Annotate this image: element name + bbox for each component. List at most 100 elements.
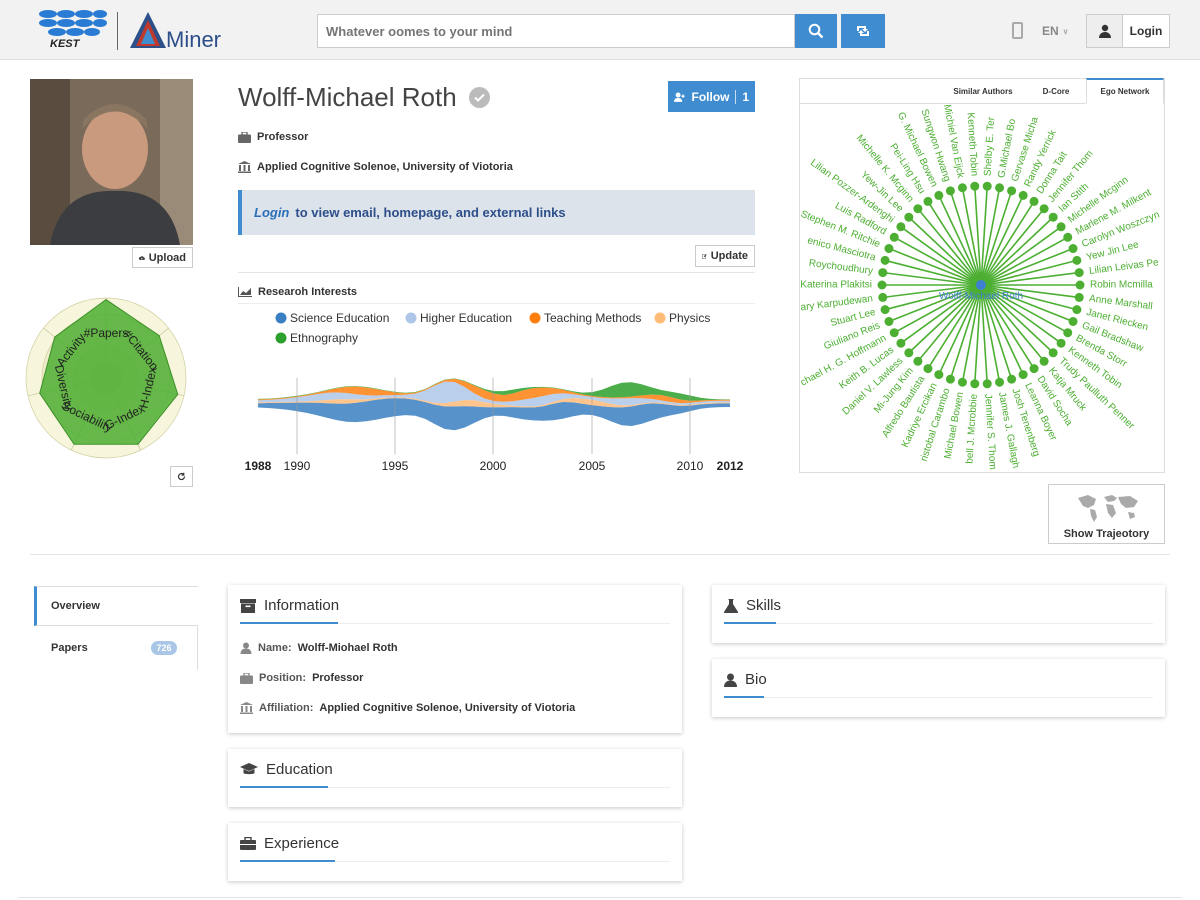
network-node[interactable] xyxy=(904,348,914,358)
network-node[interactable] xyxy=(1029,364,1039,374)
network-node[interactable] xyxy=(1072,255,1082,265)
network-node[interactable] xyxy=(934,370,944,380)
network-node[interactable] xyxy=(880,255,890,265)
network-node[interactable] xyxy=(913,204,923,214)
follow-button[interactable]: Follow 1 xyxy=(668,81,755,112)
network-node[interactable] xyxy=(1018,190,1028,200)
login-group[interactable]: Login xyxy=(1086,14,1170,48)
network-node[interactable] xyxy=(995,183,1005,193)
network-node[interactable] xyxy=(1029,196,1039,206)
network-node[interactable] xyxy=(1074,268,1084,278)
network-node[interactable] xyxy=(995,377,1005,387)
network-center-node[interactable] xyxy=(976,280,986,290)
legend-label: Ethnography xyxy=(290,331,358,345)
network-node[interactable] xyxy=(957,183,967,193)
network-node[interactable] xyxy=(982,379,992,389)
research-interests-rule xyxy=(238,303,755,304)
refresh-radar-button[interactable] xyxy=(170,466,193,487)
network-edge xyxy=(884,284,982,311)
login-link[interactable]: Login xyxy=(254,205,290,220)
kest-logo[interactable]: KEST xyxy=(36,8,108,52)
language-select[interactable]: EN ∨ xyxy=(1042,24,1069,38)
network-node[interactable] xyxy=(923,364,933,374)
show-trajectory-label: Show Trajeotory xyxy=(1063,528,1150,540)
tab-d-core[interactable]: D-Core xyxy=(1042,87,1070,96)
papers-count-badge: 726 xyxy=(151,641,177,655)
network-node[interactable] xyxy=(1072,305,1082,315)
network-node[interactable] xyxy=(923,196,933,206)
kest-logo-text: KEST xyxy=(50,38,80,50)
network-node[interactable] xyxy=(970,181,980,191)
login-notice-text: to view email, homepage, and external li… xyxy=(295,205,566,220)
network-node[interactable] xyxy=(1048,348,1058,358)
network-node[interactable] xyxy=(878,292,888,302)
upload-button[interactable]: Upload xyxy=(132,247,193,268)
search-button[interactable] xyxy=(795,14,837,48)
briefcase-icon xyxy=(240,837,256,850)
network-node[interactable] xyxy=(970,379,980,389)
search-input[interactable] xyxy=(317,14,795,48)
sidebar-item-overview[interactable]: Overview xyxy=(34,586,198,626)
tab-ego-network[interactable]: Ego Network xyxy=(1086,78,1164,104)
network-node[interactable] xyxy=(896,222,906,232)
aminer-logo[interactable]: Miner xyxy=(128,10,238,54)
network-node[interactable] xyxy=(884,244,894,254)
network-node[interactable] xyxy=(1039,204,1049,214)
network-node[interactable] xyxy=(1075,280,1085,290)
network-node-label[interactable]: Roychoudhury xyxy=(808,258,873,277)
login-button[interactable]: Login xyxy=(1129,24,1163,38)
network-node[interactable] xyxy=(1048,212,1058,222)
network-node[interactable] xyxy=(1068,244,1078,254)
information-card: Information Name: Wolff-Miohael Roth Pos… xyxy=(228,585,682,733)
network-edge xyxy=(882,271,982,286)
information-line xyxy=(240,623,670,624)
network-node-label[interactable]: Shelby E. Ter xyxy=(982,116,997,177)
network-node-label[interactable]: bell J. Mcrobbie xyxy=(964,393,979,464)
network-node[interactable] xyxy=(1056,338,1066,348)
network-node[interactable] xyxy=(1074,292,1084,302)
switch-button[interactable] xyxy=(841,14,885,48)
network-node-label[interactable]: Robin Mcmilla xyxy=(1090,280,1153,291)
network-node[interactable] xyxy=(884,316,894,326)
network-node[interactable] xyxy=(1068,316,1078,326)
network-node[interactable] xyxy=(1007,186,1017,196)
language-label: EN xyxy=(1042,24,1059,38)
network-node-label[interactable]: Jennifer S. Thom xyxy=(982,394,998,471)
position-text: Professor xyxy=(257,131,309,143)
network-node-label[interactable]: Kenneth Tobin xyxy=(965,112,980,176)
network-node[interactable] xyxy=(1063,232,1073,242)
upload-label: Upload xyxy=(148,251,186,264)
network-node[interactable] xyxy=(1007,374,1017,384)
show-trajectory-button[interactable]: Show Trajeotory xyxy=(1048,484,1165,544)
network-node[interactable] xyxy=(889,328,899,338)
network-node[interactable] xyxy=(1063,328,1073,338)
network-edge xyxy=(908,216,982,286)
section-divider xyxy=(30,554,1170,555)
cloud-upload-icon xyxy=(139,255,145,260)
network-node[interactable] xyxy=(957,377,967,387)
network-node[interactable] xyxy=(945,186,955,196)
network-node[interactable] xyxy=(877,280,887,290)
network-node-label[interactable]: Katerina Plakitsi xyxy=(800,280,872,291)
network-node[interactable] xyxy=(913,356,923,366)
network-node[interactable] xyxy=(1018,370,1028,380)
bio-underline xyxy=(724,696,764,698)
update-button[interactable]: Update xyxy=(695,245,755,267)
top-header: KEST Miner EN ∨ Login xyxy=(0,0,1200,60)
tab-similar-authors[interactable]: Similar Authors xyxy=(953,87,1013,96)
sidebar-item-papers[interactable]: Papers 726 xyxy=(34,626,198,670)
network-node[interactable] xyxy=(880,305,890,315)
footer-divider xyxy=(18,897,1182,898)
network-node[interactable] xyxy=(982,181,992,191)
network-node[interactable] xyxy=(889,232,899,242)
avatar-photo-icon xyxy=(30,79,193,245)
radar-axis-label: #Papers xyxy=(84,326,129,340)
network-node[interactable] xyxy=(934,190,944,200)
network-node[interactable] xyxy=(1056,222,1066,232)
network-node[interactable] xyxy=(904,212,914,222)
network-node[interactable] xyxy=(896,338,906,348)
network-node[interactable] xyxy=(1039,356,1049,366)
network-node[interactable] xyxy=(945,374,955,384)
mobile-icon[interactable] xyxy=(1012,22,1023,39)
network-node[interactable] xyxy=(878,268,888,278)
